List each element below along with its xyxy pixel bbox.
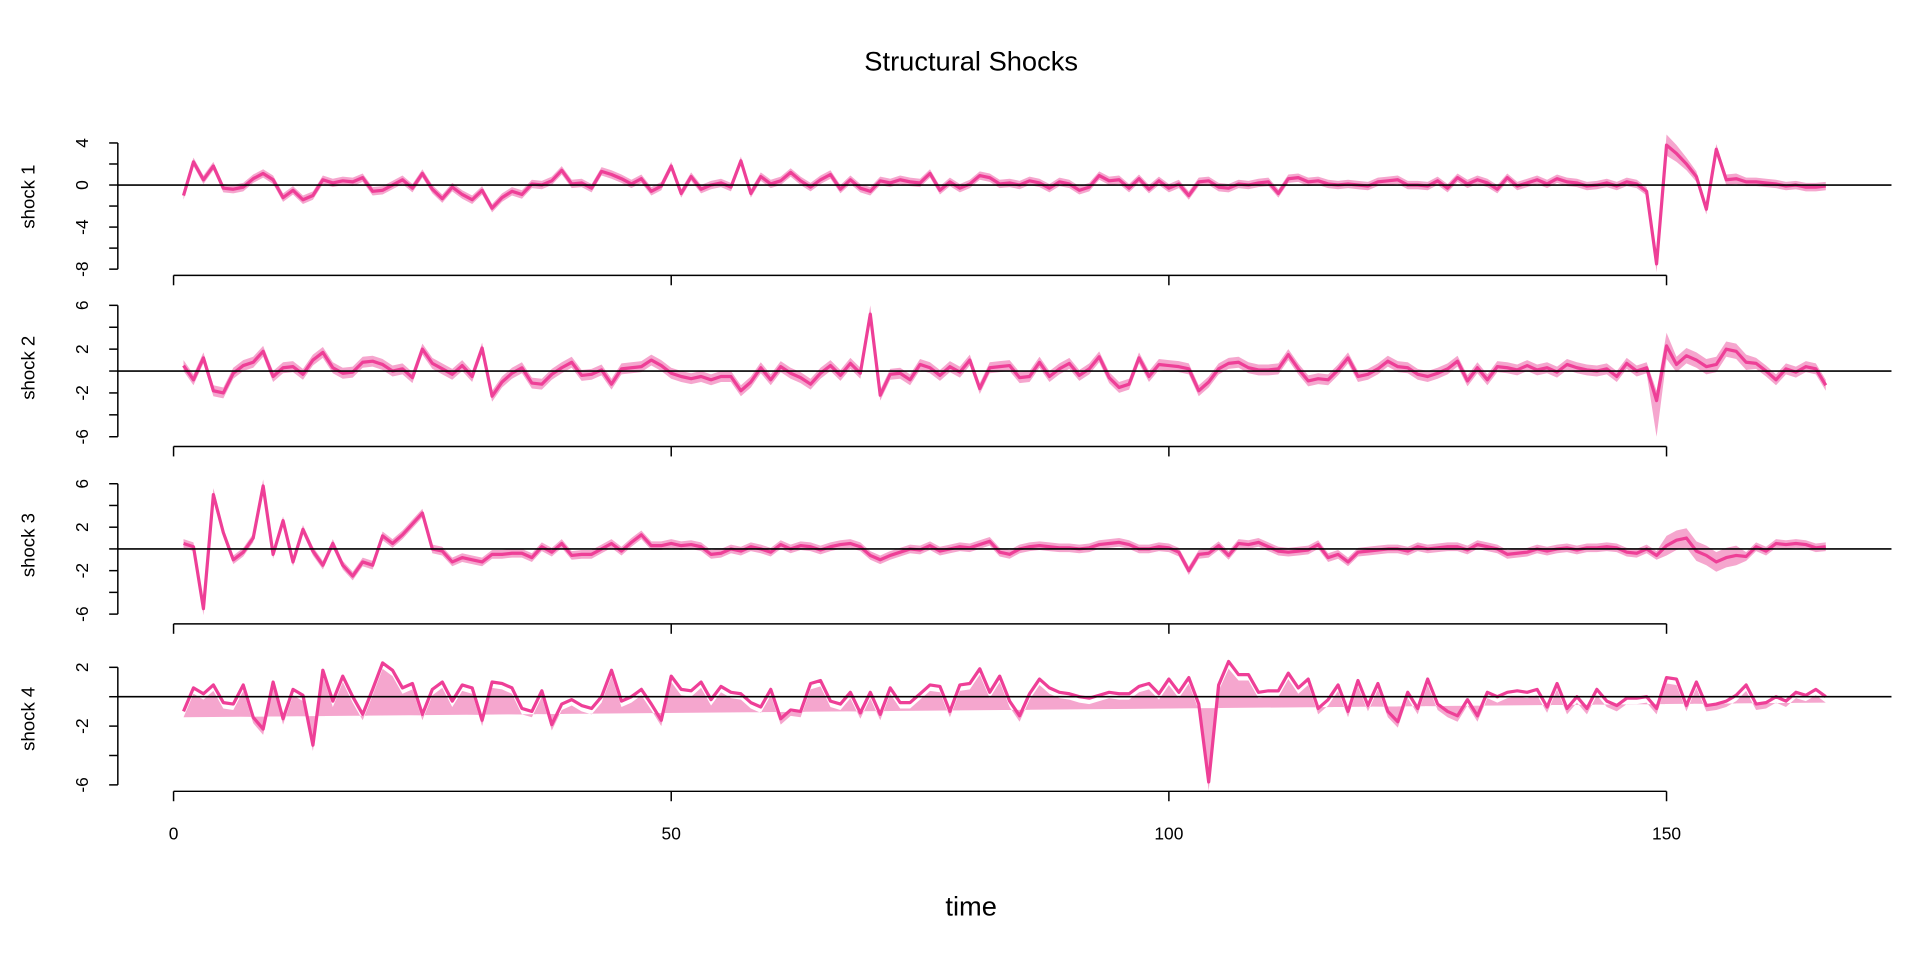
x-tick-label: 100	[1154, 824, 1183, 844]
x-tick-label: 50	[662, 824, 681, 844]
y-axis-label: shock 3	[18, 513, 39, 577]
y-tick-label: 6	[72, 301, 92, 311]
y-tick-label: -4	[72, 219, 92, 235]
y-tick-label: 4	[72, 138, 92, 148]
x-tick-label: 0	[169, 824, 179, 844]
confidence-band	[183, 479, 1826, 616]
shock-line	[181, 143, 1826, 266]
y-tick-label: -2	[72, 563, 92, 578]
y-tick-label: -6	[72, 606, 92, 621]
y-tick-label: -2	[72, 385, 92, 400]
y-tick-label: -2	[72, 718, 92, 733]
y-tick-label: 6	[72, 479, 92, 489]
x-axis-label: time	[945, 890, 997, 921]
y-axis-label: shock 4	[18, 687, 39, 751]
shock-line	[183, 484, 1826, 611]
y-tick-label: 0	[72, 180, 92, 190]
y-tick-label: -6	[72, 777, 92, 792]
y-tick-label: -8	[72, 261, 92, 276]
shock-line	[182, 659, 1827, 784]
y-tick-label: 2	[72, 344, 92, 354]
y-tick-label: -6	[72, 429, 92, 444]
y-tick-label: 2	[72, 662, 92, 672]
y-axis-label: shock 1	[18, 165, 39, 229]
x-tick-label: 150	[1652, 824, 1681, 844]
shock-line	[182, 312, 1828, 403]
y-tick-label: 2	[72, 522, 92, 532]
confidence-band	[183, 134, 1826, 273]
y-axis-label: shock 2	[18, 336, 39, 400]
chart-title: Structural Shocks	[864, 46, 1078, 77]
